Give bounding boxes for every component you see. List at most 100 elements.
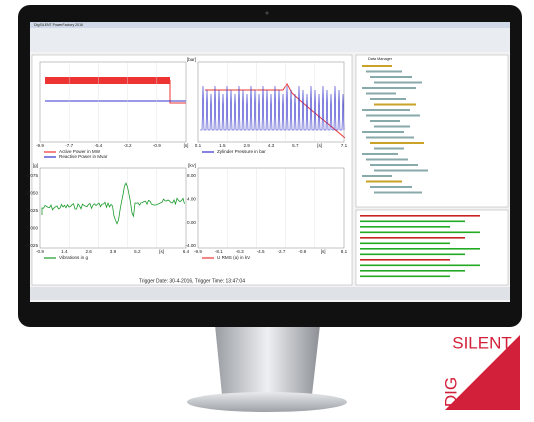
tree-row xyxy=(374,169,428,172)
y-unit: [bar] xyxy=(187,57,196,62)
output-line xyxy=(360,248,480,250)
tree-row xyxy=(374,147,404,150)
x-tick-label: [s] xyxy=(321,249,326,254)
tree-row xyxy=(374,103,416,106)
output-line xyxy=(360,231,480,234)
plot-area xyxy=(197,61,345,143)
x-tick-label: -9.9 xyxy=(194,249,202,254)
tree-row xyxy=(362,87,416,89)
x-tick-label: -9.9 xyxy=(36,143,44,148)
x-tick-label: 4.3 xyxy=(268,143,275,148)
x-tick-label: -6.3 xyxy=(236,249,244,254)
y-tick-label: 0.050 xyxy=(27,191,39,196)
output-window xyxy=(355,209,509,286)
x-tick-label: 3.9 xyxy=(110,249,117,254)
tree-row xyxy=(362,175,392,177)
curve-active-power-tail xyxy=(169,80,186,104)
y-tick-label: 0.00 xyxy=(187,220,196,225)
tree-row xyxy=(362,153,398,155)
y-tick-label: -4.00 xyxy=(186,243,197,248)
x-tick-label: 0.1 xyxy=(195,143,202,148)
stand-neck xyxy=(215,325,320,395)
y-tick-label: 0.000 xyxy=(27,226,39,231)
y-tick-label: -0.025 xyxy=(25,243,38,248)
x-tick-label: -0.9 xyxy=(153,143,161,148)
output-line xyxy=(360,237,465,239)
camera xyxy=(265,11,269,15)
legend-label: Vibrations in g xyxy=(59,255,88,260)
tree-row xyxy=(366,136,414,139)
tree-row xyxy=(366,114,420,117)
tree-row xyxy=(370,76,412,78)
tree-row xyxy=(374,81,422,84)
x-tick-label: -7.7 xyxy=(65,143,73,148)
y-tick-label: 0.075 xyxy=(27,173,39,178)
logo-triangle xyxy=(445,335,520,410)
legend-label: Zylinder Pressure in bar xyxy=(217,149,266,154)
output-line xyxy=(360,242,450,245)
x-tick-label: -8.1 xyxy=(215,249,223,254)
x-tick-label: 7.1 xyxy=(341,143,348,148)
output-line xyxy=(360,215,480,217)
logo-top: SILENT xyxy=(452,333,512,352)
tree-row xyxy=(374,191,422,194)
tree-row xyxy=(366,92,396,95)
legend-label: Active Power in MW xyxy=(59,149,101,154)
tree-row xyxy=(374,125,410,128)
output-line xyxy=(360,253,465,256)
x-tick-label: -4.5 xyxy=(257,249,265,254)
stand-base xyxy=(187,392,347,412)
x-tick-label: -0.9 xyxy=(36,249,44,254)
x-tick-label: 2.6 xyxy=(85,249,92,254)
output-line xyxy=(360,259,450,261)
tree-row xyxy=(366,158,408,161)
trigger-info: Trigger Date: 30-4-2016, Trigger Time: 1… xyxy=(139,278,245,284)
panel-title: Data Manager xyxy=(368,57,393,61)
toolbar xyxy=(30,28,510,52)
y-tick-label: 0.025 xyxy=(27,208,39,213)
status-bar xyxy=(30,287,510,300)
x-tick-label: [s] xyxy=(317,143,322,148)
curve-vibrations xyxy=(41,182,185,225)
output-line xyxy=(360,275,450,278)
tree-row xyxy=(370,164,418,166)
output-line xyxy=(360,226,450,228)
curve-pressure xyxy=(200,85,345,131)
tree-row xyxy=(366,180,402,183)
output-line xyxy=(360,264,480,267)
x-tick-label: 1.5 xyxy=(219,143,226,148)
tree-row xyxy=(370,98,406,100)
x-tick-label: 5.2 xyxy=(134,249,141,254)
window-title: DIgSILENT PowerFactory 2016 xyxy=(34,23,83,27)
x-tick-label: 5.7 xyxy=(292,143,299,148)
plot-area xyxy=(39,167,187,249)
plot-area xyxy=(197,167,345,249)
x-tick-label: 6.4 xyxy=(183,249,190,254)
legend-label: U RMS (a) in kV xyxy=(217,255,251,260)
y-unit: [g] xyxy=(33,163,38,168)
x-tick-label: 8.1 xyxy=(341,249,348,254)
tree-row xyxy=(370,120,400,122)
tree-row xyxy=(362,131,404,133)
x-tick-label: -0.9 xyxy=(298,249,306,254)
x-tick-label: -2.7 xyxy=(277,249,285,254)
y-tick-label: 8.00 xyxy=(187,173,196,178)
x-tick-label: -3.2 xyxy=(124,143,132,148)
title-bar xyxy=(30,22,510,28)
x-tick-label: 2.9 xyxy=(243,143,250,148)
tree-row xyxy=(370,186,412,188)
y-unit: [kV] xyxy=(188,163,196,168)
tree-row xyxy=(362,65,392,67)
tree-row xyxy=(370,142,424,144)
tree-row xyxy=(366,70,402,73)
plot-area xyxy=(39,61,187,143)
x-tick-label: 1.4 xyxy=(61,249,68,254)
curve-active-power xyxy=(45,77,170,84)
output-line xyxy=(360,270,465,272)
x-tick-label: -5.4 xyxy=(94,143,102,148)
tree-row xyxy=(362,109,410,111)
y-tick-label: 4.00 xyxy=(187,197,196,202)
logo-side: DIG xyxy=(441,377,460,407)
x-tick-label: [s] xyxy=(184,143,189,148)
